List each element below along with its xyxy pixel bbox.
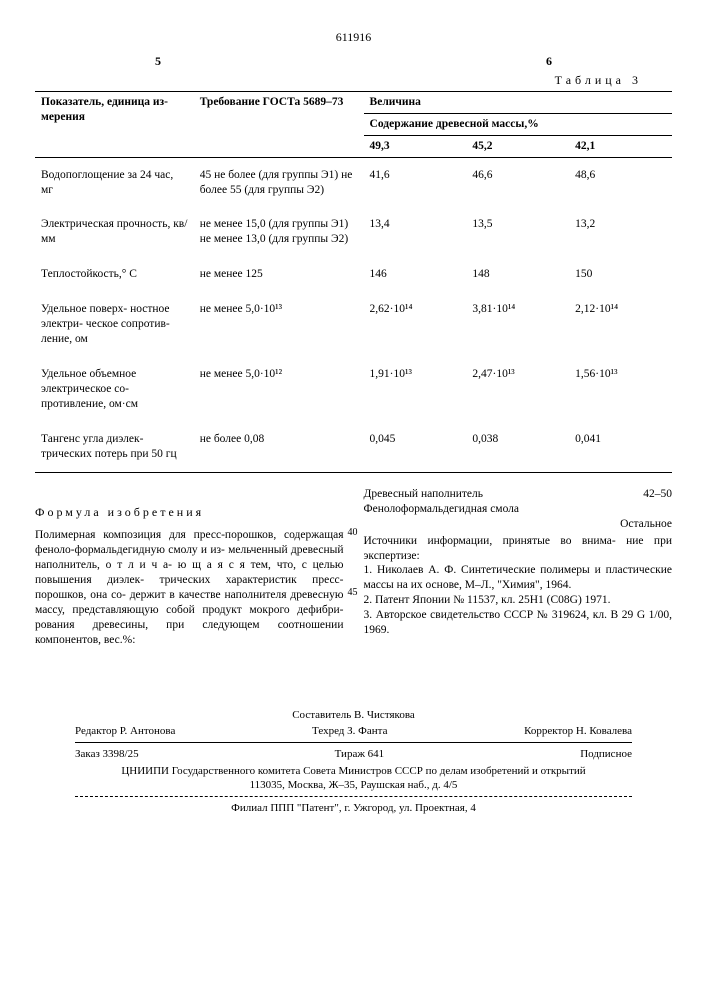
sub: Подписное [580,747,632,761]
ref-2: 2. Патент Японии № 11537, кл. 25H1 (C08G… [364,593,673,608]
cell-v1: 41,6 [364,157,467,207]
claim-text: Полимерная композиция для пресс-порошков… [35,529,344,646]
cell-v2: 0,038 [466,422,569,472]
footer: Составитель В. Чистякова Редактор Р. Ант… [35,708,672,816]
th-sub: Содержание древесной массы,% [364,113,672,135]
table-row: Теплостойкость,° Сне менее 125146148150 [35,257,672,292]
cell-param: Удельное объемное электрическое со- прот… [35,357,194,422]
cell-v2: 2,47·10¹³ [466,357,569,422]
cell-v1: 1,91·10¹³ [364,357,467,422]
ref-3: 3. Авторское свидетельство СССР № 319624… [364,608,673,638]
cell-v3: 13,2 [569,207,672,257]
org: ЦНИИПИ Государственного комитета Совета … [35,764,672,778]
filler-label: Древесный наполнитель [364,487,484,502]
filler-value: 42–50 [643,487,672,502]
cell-req: не менее 5,0·10¹² [194,357,364,422]
table-row: Водопоглощение за 24 час, мг45 не более … [35,157,672,207]
th-c1: 49,3 [364,135,467,157]
formula-title: Формула изобретения [35,505,344,521]
cell-v1: 0,045 [364,422,467,472]
sources-heading: Источники информации, принятые во внима-… [364,534,673,564]
cell-v3: 0,041 [569,422,672,472]
branch: Филиал ППП "Патент", г. Ужгород, ул. Про… [35,801,672,815]
line-num-40: 40 [346,526,360,539]
corrector: Корректор Н. Ковалева [524,724,632,738]
table-row: Удельное объемное электрическое со- прот… [35,357,672,422]
editor: Редактор Р. Антонова [75,724,175,738]
cell-req: не менее 125 [194,257,364,292]
cell-param: Теплостойкость,° С [35,257,194,292]
th-c3: 42,1 [569,135,672,157]
cell-v3: 48,6 [569,157,672,207]
table-row: Электрическая прочность, кв/ммне менее 1… [35,207,672,257]
col-left: 5 [155,54,161,70]
line-num-45: 45 [346,586,360,599]
cell-v3: 1,56·10¹³ [569,357,672,422]
cell-param: Водопоглощение за 24 час, мг [35,157,194,207]
resin-label: Фенолоформальдегидная смола [364,502,673,517]
th-req: Требование ГОСТа 5689–73 [194,91,364,157]
tiraz: Тираж 641 [335,747,385,761]
column-numbers: 5 6 [35,54,672,70]
cell-v3: 150 [569,257,672,292]
cell-v1: 146 [364,257,467,292]
table-title: Таблица 3 [35,73,672,89]
tech: Техред З. Фанта [312,724,387,738]
cell-param: Тангенс угла диэлек- трических потерь пр… [35,422,194,472]
cell-v1: 2,62·10¹⁴ [364,292,467,357]
doc-number: 611916 [35,30,672,46]
cell-v2: 3,81·10¹⁴ [466,292,569,357]
cell-req: 45 не более (для группы Э1) не более 55 … [194,157,364,207]
left-column: Формула изобретения Полимерная композици… [35,487,344,648]
cell-req: не менее 5,0·10¹³ [194,292,364,357]
cell-v2: 148 [466,257,569,292]
cell-param: Удельное поверх- ностное электри- ческое… [35,292,194,357]
table-row: Удельное поверх- ностное электри- ческое… [35,292,672,357]
th-c2: 45,2 [466,135,569,157]
cell-v2: 46,6 [466,157,569,207]
col-right: 6 [546,54,552,70]
cell-v3: 2,12·10¹⁴ [569,292,672,357]
compiler: Составитель В. Чистякова [35,708,672,722]
cell-v1: 13,4 [364,207,467,257]
right-column: 40 45 Древесный наполнитель 42–50 Феноло… [364,487,673,648]
cell-req: не более 0,08 [194,422,364,472]
data-table: Показатель, единица из- мерения Требован… [35,91,672,473]
th-param: Показатель, единица из- мерения [35,91,194,157]
addr: 113035, Москва, Ж–35, Раушская наб., д. … [35,778,672,792]
ref-1: 1. Николаев А. Ф. Синтетические полимеры… [364,563,673,593]
cell-param: Электрическая прочность, кв/мм [35,207,194,257]
table-row: Тангенс угла диэлек- трических потерь пр… [35,422,672,472]
th-val: Величина [364,91,672,113]
order: Заказ 3398/25 [75,747,139,761]
cell-v2: 13,5 [466,207,569,257]
cell-req: не менее 15,0 (для группы Э1) не менее 1… [194,207,364,257]
resin-value: Остальное [364,517,673,532]
